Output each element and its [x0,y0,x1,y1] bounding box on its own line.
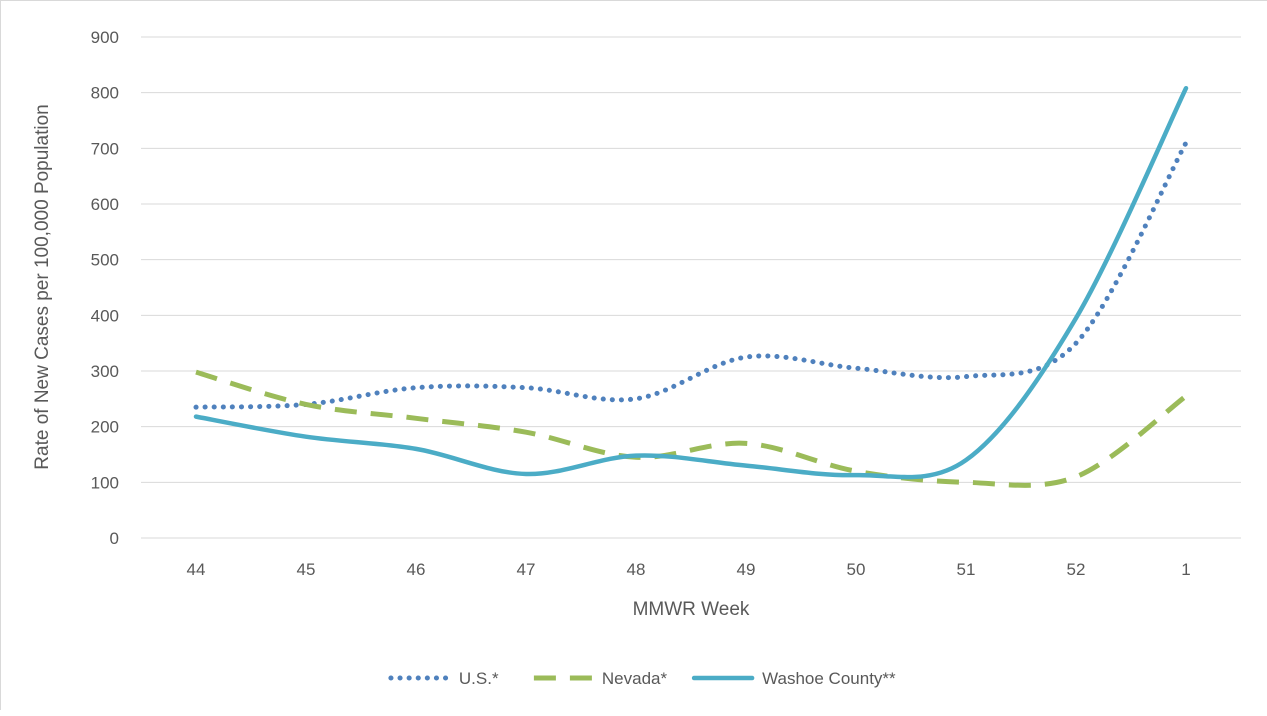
legend-label-washoe-county: Washoe County** [762,669,896,688]
series-line-nevada [195,369,1188,488]
x-axis-ticks: 44 45 46 47 48 49 50 51 52 1 [187,560,1191,579]
legend-label-u-s: U.S.* [459,669,499,688]
series-lines [193,85,1189,488]
y-axis-title: Rate of New Cases per 100,000 Population [32,104,53,469]
x-tick-label: 48 [627,560,646,579]
y-tick-label: 500 [91,251,119,270]
x-tick-label: 47 [517,560,536,579]
y-tick-label: 0 [110,529,119,548]
y-tick-label: 100 [91,473,119,492]
y-tick-label: 200 [91,418,119,437]
x-tick-label: 52 [1067,560,1086,579]
series-line-washoe-county [193,85,1189,480]
legend: U.S.* Nevada* Washoe County** [388,669,896,688]
y-tick-label: 300 [91,362,119,381]
gridlines [141,36,1241,539]
x-tick-label: 46 [407,560,426,579]
x-tick-label: 44 [187,560,206,579]
x-tick-label: 50 [847,560,866,579]
y-tick-label: 800 [91,84,119,103]
x-axis-title: MMWR Week [633,599,750,620]
y-tick-label: 700 [91,139,119,158]
y-tick-label: 400 [91,306,119,325]
x-tick-label: 1 [1181,560,1190,579]
y-tick-label: 600 [91,195,119,214]
x-tick-label: 49 [737,560,756,579]
series-line-u-s [193,140,1189,410]
x-tick-label: 45 [297,560,316,579]
y-tick-label: 900 [91,28,119,47]
legend-label-nevada: Nevada* [602,669,668,688]
x-tick-label: 51 [957,560,976,579]
y-axis-ticks: 0 100 200 300 400 500 600 700 800 900 [91,28,119,548]
